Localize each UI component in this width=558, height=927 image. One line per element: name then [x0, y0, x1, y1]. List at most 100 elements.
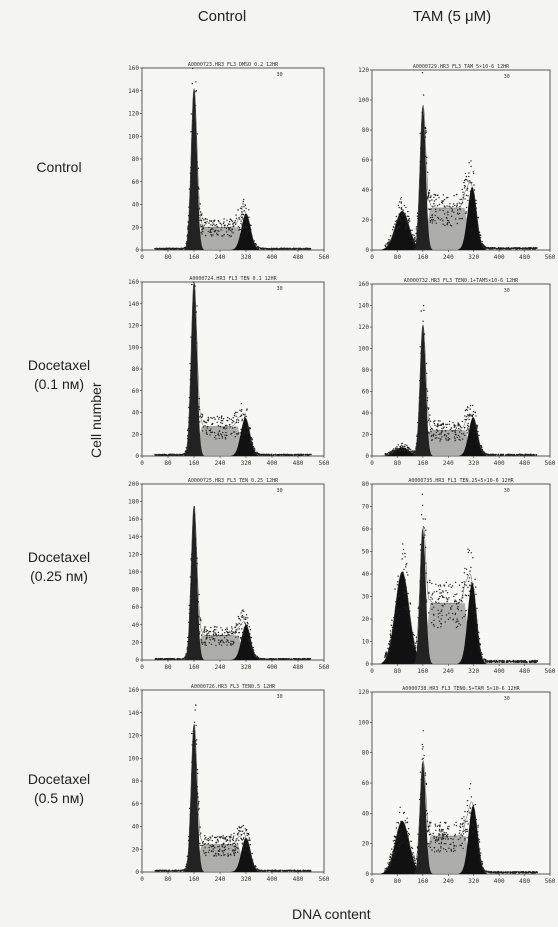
data-point — [227, 640, 229, 642]
data-point — [234, 852, 236, 854]
data-point — [448, 847, 450, 849]
data-point — [212, 850, 214, 852]
data-point — [401, 221, 403, 223]
data-point — [458, 212, 461, 215]
data-point — [191, 137, 194, 139]
data-point — [424, 371, 426, 373]
data-point — [386, 453, 388, 456]
data-point — [404, 219, 406, 222]
data-point — [389, 235, 392, 237]
x-tick-label: 160 — [189, 664, 200, 671]
data-point — [231, 432, 233, 435]
data-point — [421, 748, 424, 750]
data-point — [173, 658, 176, 660]
data-point — [396, 620, 398, 623]
data-point — [195, 724, 197, 727]
x-tick-label: 240 — [215, 254, 226, 261]
data-point — [449, 203, 451, 205]
data-point — [490, 872, 492, 874]
data-point — [306, 657, 309, 660]
data-point — [440, 610, 442, 613]
data-point — [195, 581, 197, 583]
data-point — [506, 871, 509, 873]
data-point — [227, 227, 229, 229]
y-tick-label: 160 — [128, 279, 139, 286]
data-point — [457, 625, 459, 628]
data-point — [472, 589, 475, 591]
plot-title: A0000723.HR3 FL3 DMSO 0.2 12HR — [188, 62, 279, 68]
data-point — [433, 613, 435, 615]
data-point — [527, 454, 530, 456]
data-point — [186, 242, 188, 245]
data-point — [445, 843, 447, 845]
data-point — [527, 248, 529, 250]
x-tick-label: 400 — [494, 668, 505, 675]
data-point — [520, 661, 522, 663]
data-point — [457, 434, 460, 437]
data-point — [411, 236, 414, 238]
data-point — [415, 446, 418, 448]
data-point — [386, 245, 389, 248]
data-point — [246, 832, 248, 835]
data-point — [256, 451, 258, 453]
data-point — [463, 572, 466, 574]
data-point — [469, 405, 472, 407]
data-point — [531, 247, 533, 250]
data-point — [201, 213, 203, 215]
data-point — [393, 451, 395, 453]
data-point — [460, 599, 463, 602]
data-point — [208, 630, 210, 633]
data-point — [389, 630, 392, 632]
data-point — [445, 832, 447, 834]
data-point — [161, 454, 164, 456]
data-point — [437, 585, 440, 587]
data-point — [400, 202, 402, 204]
data-point — [204, 838, 206, 840]
data-point — [192, 760, 194, 762]
data-point — [400, 196, 403, 199]
data-point — [472, 172, 475, 175]
data-point — [207, 632, 210, 634]
data-point — [422, 381, 424, 384]
data-point — [249, 629, 251, 631]
data-point — [244, 622, 246, 624]
data-point — [385, 653, 387, 655]
data-point — [235, 838, 237, 840]
data-point — [385, 651, 387, 653]
data-point — [188, 397, 191, 399]
x-tick-label: 320 — [468, 460, 479, 467]
data-point — [250, 645, 252, 647]
data-point — [230, 235, 232, 238]
data-point — [306, 454, 308, 456]
data-point — [258, 869, 261, 871]
data-point — [394, 854, 396, 856]
data-point — [222, 641, 224, 643]
data-point — [446, 222, 449, 224]
data-point — [469, 819, 471, 821]
data-point — [206, 221, 208, 223]
data-point — [244, 828, 246, 830]
data-point — [475, 632, 478, 634]
data-point — [422, 573, 424, 575]
data-point — [422, 320, 424, 322]
data-point — [470, 425, 472, 427]
y-tick-label: 80 — [132, 156, 140, 163]
data-point — [224, 438, 227, 440]
data-point — [192, 316, 194, 318]
data-point — [421, 758, 423, 760]
y-tick-label: 100 — [128, 133, 139, 140]
data-point — [465, 194, 468, 196]
data-point — [432, 832, 434, 835]
data-point — [186, 641, 189, 643]
data-point — [223, 846, 226, 849]
data-point — [456, 620, 458, 622]
data-point — [243, 418, 246, 420]
data-point — [191, 67, 194, 70]
data-point — [413, 858, 416, 860]
data-point — [192, 763, 195, 765]
data-point — [189, 191, 191, 194]
data-point — [409, 229, 411, 232]
data-points — [384, 730, 538, 874]
data-point — [195, 171, 197, 174]
data-point — [226, 219, 228, 222]
